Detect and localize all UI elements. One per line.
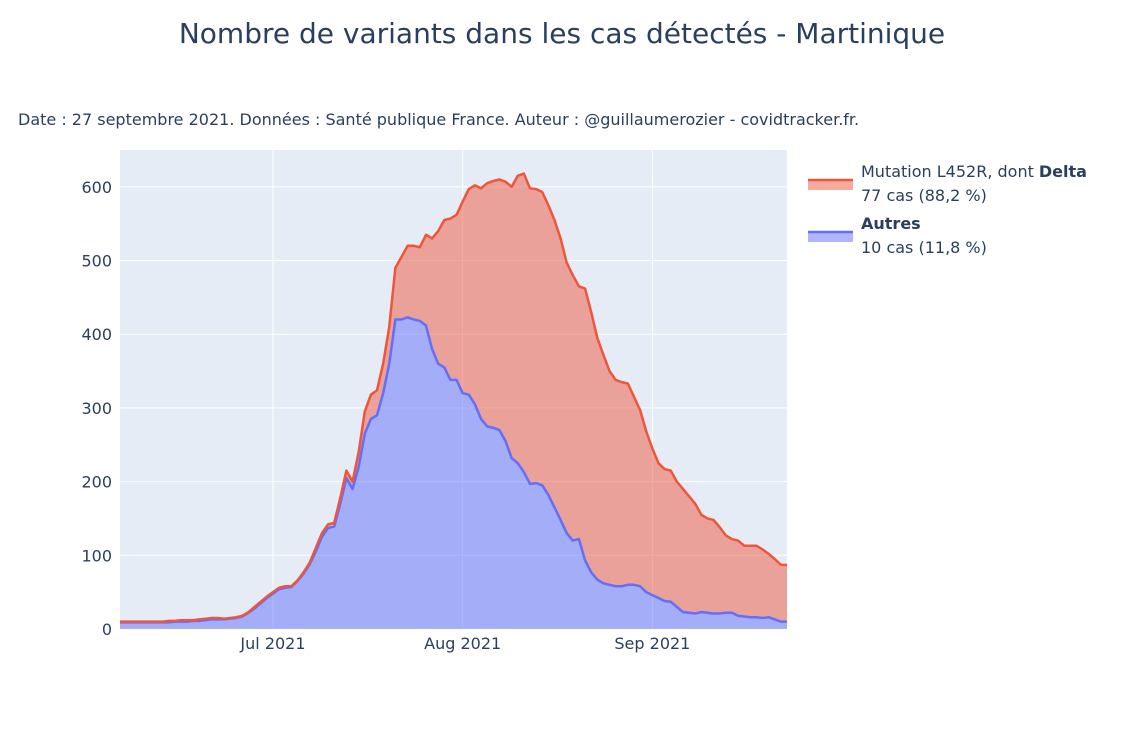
x-tick-label: Jul 2021 — [239, 634, 305, 653]
y-tick-label: 200 — [81, 473, 112, 492]
legend-swatch — [808, 232, 853, 242]
legend-swatch — [808, 180, 853, 190]
legend-name: Mutation L452R, dont — [861, 162, 1034, 181]
x-tick-label: Sep 2021 — [614, 634, 690, 653]
legend-label: Mutation L452R, dont Delta — [861, 162, 1087, 181]
area-fill — [120, 317, 787, 629]
legend-detail: 77 cas (88,2 %) — [861, 186, 987, 205]
area-fill — [120, 173, 787, 623]
legend-name-bold: Delta — [1039, 162, 1087, 181]
y-tick-label: 0 — [102, 620, 112, 639]
y-tick-label: 100 — [81, 546, 112, 565]
area-line — [120, 172, 787, 623]
y-tick-label: 600 — [81, 178, 112, 197]
chart-subtitle: Date : 27 septembre 2021. Données : Sant… — [18, 110, 859, 129]
y-tick-label: 400 — [81, 325, 112, 344]
legend-name-bold: Autres — [861, 214, 921, 233]
legend-label: Autres — [861, 214, 921, 233]
legend-detail: 10 cas (11,8 %) — [861, 238, 987, 257]
y-tick-label: 500 — [81, 252, 112, 271]
chart-title: Nombre de variants dans les cas détectés… — [179, 17, 945, 50]
x-tick-label: Aug 2021 — [424, 634, 501, 653]
y-tick-label: 300 — [81, 399, 112, 418]
